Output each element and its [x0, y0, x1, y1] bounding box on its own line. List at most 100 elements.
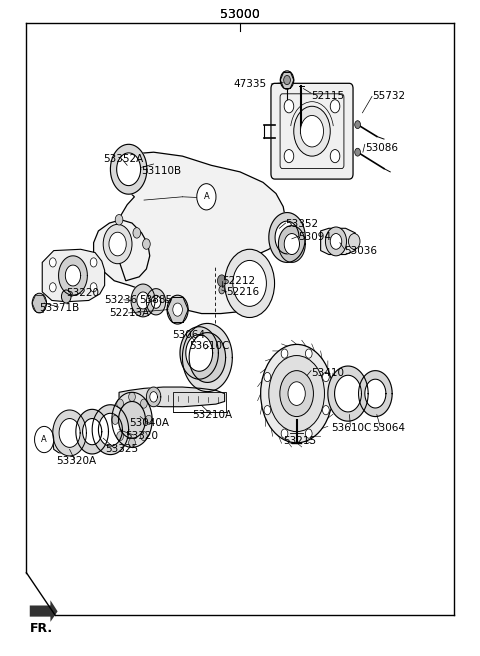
- Text: A: A: [41, 435, 47, 444]
- Circle shape: [133, 228, 141, 238]
- Polygon shape: [52, 413, 86, 454]
- Circle shape: [264, 405, 271, 415]
- Polygon shape: [59, 419, 80, 447]
- Text: 53040A: 53040A: [130, 418, 169, 428]
- Text: 53320: 53320: [125, 431, 158, 441]
- Circle shape: [269, 356, 324, 432]
- Polygon shape: [150, 392, 157, 402]
- Polygon shape: [321, 228, 358, 255]
- Circle shape: [90, 283, 97, 292]
- Circle shape: [281, 429, 288, 438]
- Text: 53610C: 53610C: [190, 341, 230, 352]
- Circle shape: [281, 349, 288, 358]
- Circle shape: [143, 239, 150, 249]
- Text: 52213A: 52213A: [109, 308, 150, 318]
- Polygon shape: [151, 295, 161, 308]
- Circle shape: [330, 150, 340, 163]
- Text: 53086: 53086: [365, 142, 398, 153]
- Circle shape: [115, 215, 123, 225]
- Polygon shape: [182, 323, 232, 392]
- Polygon shape: [119, 387, 225, 407]
- Polygon shape: [83, 419, 102, 445]
- Circle shape: [167, 295, 188, 324]
- Text: 53036: 53036: [345, 245, 378, 256]
- Text: 52216: 52216: [227, 287, 260, 297]
- Polygon shape: [186, 335, 213, 371]
- Circle shape: [284, 150, 294, 163]
- Text: 52115: 52115: [311, 91, 344, 102]
- Text: 53885: 53885: [139, 295, 172, 305]
- Text: 53210A: 53210A: [192, 409, 232, 420]
- Polygon shape: [137, 292, 149, 309]
- Polygon shape: [53, 410, 86, 456]
- Polygon shape: [42, 249, 105, 302]
- Polygon shape: [94, 152, 286, 314]
- Polygon shape: [146, 289, 166, 315]
- Polygon shape: [76, 409, 108, 454]
- Circle shape: [90, 258, 97, 267]
- Text: 53236: 53236: [105, 295, 138, 305]
- Circle shape: [225, 249, 275, 318]
- Polygon shape: [365, 379, 386, 408]
- Circle shape: [323, 373, 329, 382]
- Text: 53410: 53410: [311, 367, 344, 378]
- Polygon shape: [275, 221, 299, 254]
- Circle shape: [219, 286, 225, 294]
- Text: 53000: 53000: [220, 8, 260, 21]
- Circle shape: [348, 234, 360, 249]
- Text: 53352A: 53352A: [103, 154, 144, 165]
- Text: 55732: 55732: [372, 91, 405, 102]
- Text: 52212: 52212: [222, 276, 255, 286]
- Circle shape: [49, 258, 56, 267]
- Circle shape: [35, 426, 54, 453]
- Polygon shape: [189, 333, 226, 382]
- Circle shape: [141, 399, 147, 408]
- Text: 53371B: 53371B: [39, 303, 80, 314]
- Circle shape: [325, 227, 347, 256]
- Polygon shape: [278, 226, 305, 262]
- Polygon shape: [112, 392, 152, 447]
- Text: 53215: 53215: [283, 436, 316, 446]
- Polygon shape: [359, 371, 392, 417]
- Circle shape: [32, 293, 47, 313]
- Text: 53064: 53064: [172, 329, 205, 340]
- Polygon shape: [180, 327, 218, 379]
- Circle shape: [261, 344, 333, 443]
- Circle shape: [112, 415, 119, 424]
- Text: FR.: FR.: [30, 622, 53, 635]
- Circle shape: [145, 415, 152, 424]
- Text: 53094: 53094: [299, 232, 332, 243]
- Circle shape: [355, 121, 360, 129]
- Circle shape: [294, 106, 330, 156]
- Text: 47335: 47335: [233, 79, 266, 89]
- Text: 53610C: 53610C: [331, 422, 372, 433]
- Circle shape: [355, 148, 360, 156]
- Polygon shape: [110, 144, 147, 194]
- Polygon shape: [59, 256, 87, 295]
- Text: 53110B: 53110B: [142, 165, 182, 176]
- Circle shape: [197, 184, 216, 210]
- Polygon shape: [92, 405, 129, 455]
- Polygon shape: [98, 413, 122, 446]
- Polygon shape: [146, 387, 161, 407]
- Circle shape: [284, 75, 290, 85]
- Circle shape: [330, 100, 340, 113]
- Polygon shape: [335, 375, 361, 412]
- Circle shape: [61, 290, 71, 303]
- Text: 53352: 53352: [286, 219, 319, 230]
- Circle shape: [288, 382, 305, 405]
- Circle shape: [117, 399, 123, 408]
- Circle shape: [280, 371, 313, 417]
- Polygon shape: [328, 366, 368, 421]
- Circle shape: [330, 234, 342, 249]
- Text: 53325: 53325: [106, 444, 139, 455]
- Circle shape: [173, 303, 182, 316]
- Circle shape: [129, 438, 135, 447]
- Circle shape: [109, 232, 126, 256]
- Polygon shape: [269, 213, 305, 262]
- Polygon shape: [30, 600, 58, 622]
- Polygon shape: [131, 284, 155, 317]
- Polygon shape: [284, 234, 300, 255]
- Polygon shape: [117, 153, 141, 186]
- Circle shape: [49, 283, 56, 292]
